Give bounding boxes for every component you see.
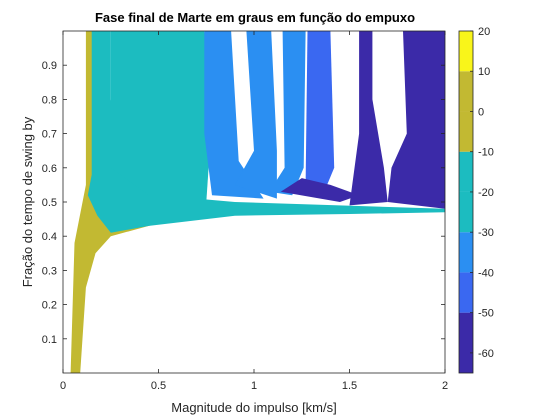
colorbar: -60 -50 -40 -30 -20 -10 0 10 20 <box>458 26 494 374</box>
heatmap-region-7 <box>305 31 335 196</box>
colorbar-tick-label: -30 <box>478 227 494 239</box>
y-tick-label: 0.9 <box>42 60 57 72</box>
y-tick-label: 0.4 <box>42 231 57 243</box>
colorbar-tick-label: 0 <box>478 106 484 118</box>
colorbar-frame <box>458 30 474 374</box>
heatmap-region-4 <box>204 31 264 199</box>
colorbar-band-4 <box>459 191 473 233</box>
heatmap-region-3 <box>110 31 212 202</box>
colorbar-band-5 <box>459 151 473 192</box>
y-tick-label: 0.6 <box>42 163 57 175</box>
heatmap-region-9 <box>349 31 388 206</box>
colorbar-tick-label: -10 <box>478 147 494 159</box>
colorbar-band-6 <box>459 111 473 152</box>
chart-title: Fase final de Marte em graus em função d… <box>95 10 415 25</box>
heatmap-region-6 <box>269 31 306 196</box>
colorbar-tick-label: 20 <box>478 26 490 38</box>
y-tick-label: 0.8 <box>42 94 57 106</box>
colorbar-band-7 <box>459 71 473 112</box>
colorbar-tick-label: -60 <box>478 348 494 360</box>
y-axis: 0.1 0.2 0.3 0.4 0.5 0.6 0.7 0.8 0.9 <box>42 60 445 346</box>
colorbar-tick-label: 10 <box>478 66 490 78</box>
y-tick-label: 0.7 <box>42 129 57 141</box>
colorbar-band-3 <box>459 232 473 273</box>
colorbar-band-2 <box>459 272 473 313</box>
heatmap-region-8 <box>280 178 360 202</box>
colorbar-tick-label: -40 <box>478 267 494 279</box>
x-tick-label: 0.5 <box>151 380 166 392</box>
x-tick-label: 2 <box>442 380 448 392</box>
colorbar-band-8 <box>459 31 473 72</box>
colorbar-tick-label: -50 <box>478 308 494 320</box>
heatmap-region-5 <box>234 31 277 199</box>
x-tick-label: 0 <box>60 380 66 392</box>
y-axis-label: Fração do tempo de swing by <box>20 116 35 287</box>
x-tick-label: 1 <box>251 380 257 392</box>
heatmap-region-10 <box>387 31 445 209</box>
x-axis: 0 0.5 1 1.5 2 <box>60 31 448 392</box>
y-tick-label: 0.1 <box>42 334 57 346</box>
colorbar-band-1 <box>459 312 473 373</box>
colorbar-tick-label: -20 <box>478 187 494 199</box>
heatmap-region-2 <box>87 31 446 233</box>
x-axis-label: Magnitude do impulso [km/s] <box>171 400 336 415</box>
heatmap-regions <box>70 31 446 373</box>
y-tick-label: 0.3 <box>42 265 57 277</box>
y-tick-label: 0.5 <box>42 197 57 209</box>
y-tick-label: 0.2 <box>42 300 57 312</box>
x-tick-label: 1.5 <box>342 380 357 392</box>
